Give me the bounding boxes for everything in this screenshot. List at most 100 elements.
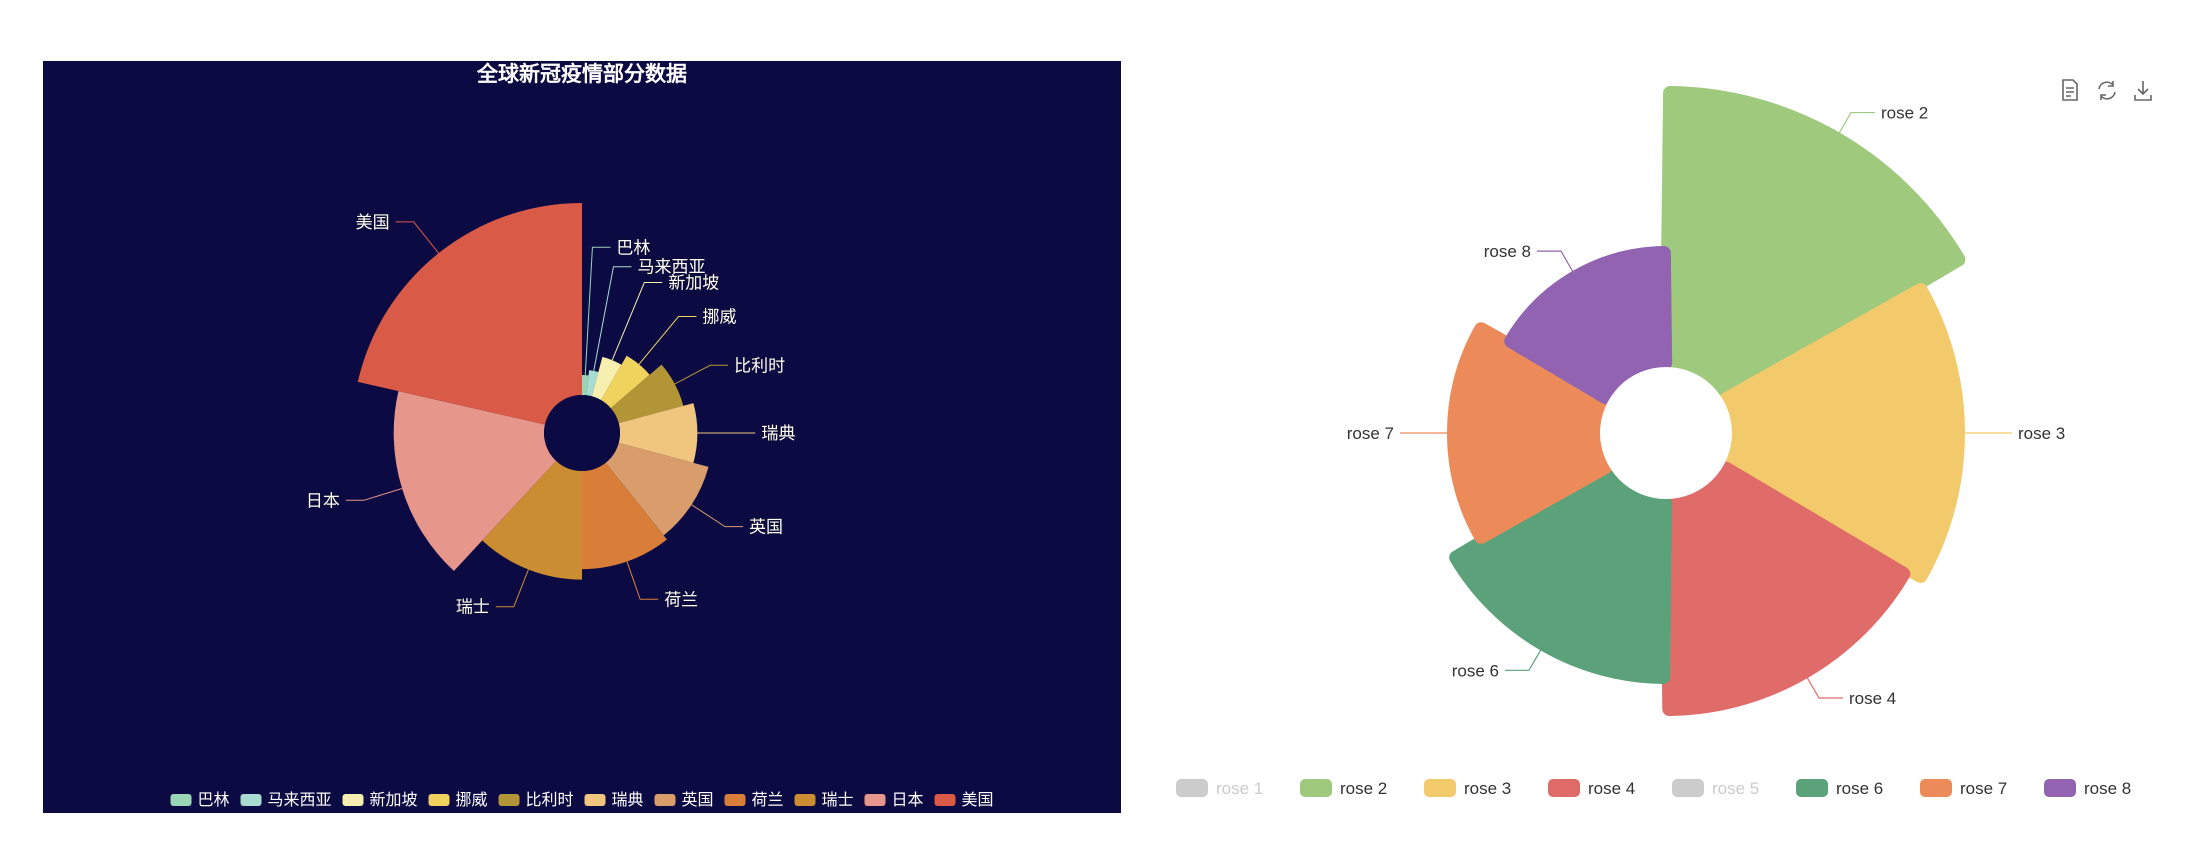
save-image-icon[interactable] (2134, 81, 2152, 101)
slice-1[interactable] (586, 370, 599, 397)
label-line-9 (345, 488, 403, 501)
slice-4[interactable] (610, 364, 684, 424)
legend-item-7[interactable]: 荷兰 (724, 791, 784, 809)
label-line-5 (1505, 644, 1545, 671)
rose-chart: rose 2 rose 3 rose 4 rose 6 rose 7 rose 8 rose… (1160, 61, 2186, 821)
slice-label-6: 英国 (749, 518, 783, 537)
legend-swatch (1176, 779, 1208, 797)
legend-item-2[interactable]: rose 3 (1424, 779, 1511, 798)
legend-label: rose 2 (1340, 779, 1387, 798)
label-line-1 (1835, 111, 1875, 139)
legend-swatch (1672, 779, 1704, 797)
legend-label: 英国 (682, 791, 714, 809)
slice-0[interactable] (582, 375, 589, 396)
legend-label: 日本 (892, 791, 924, 809)
label-line-6 (691, 504, 744, 528)
legend-item-5[interactable]: 瑞典 (584, 791, 644, 809)
legend: 巴林 马来西亚 新加坡 挪威 比利时 瑞典 英国 荷兰 瑞士 日本 美国 (170, 791, 994, 809)
legend-item-6[interactable]: 英国 (654, 791, 714, 809)
legend-swatch (2044, 779, 2076, 797)
legend-item-2[interactable]: 新加坡 (342, 791, 418, 809)
legend-label: rose 3 (1464, 779, 1511, 798)
legend-item-3[interactable]: rose 4 (1548, 779, 1635, 798)
legend-swatch (1548, 779, 1580, 797)
slice-7[interactable] (582, 462, 667, 570)
legend-label: rose 1 (1216, 779, 1263, 798)
slice-label-8: 瑞士 (456, 598, 490, 617)
legend-label: 瑞典 (612, 791, 644, 809)
legend-item-5[interactable]: rose 6 (1796, 779, 1883, 798)
legend-label: rose 8 (2084, 779, 2131, 798)
label-line-0 (584, 246, 611, 376)
label-line-2 (611, 282, 663, 361)
chart-title: 全球新冠疫情部分数据 (476, 62, 687, 86)
legend-label: rose 5 (1712, 779, 1759, 798)
slice-3[interactable] (601, 355, 650, 409)
legend-label: 马来西亚 (268, 791, 332, 809)
slice-7[interactable] (1504, 246, 1673, 405)
data-view-icon[interactable] (2062, 79, 2078, 101)
label-line-10 (395, 221, 439, 254)
legend-label: 挪威 (456, 791, 488, 809)
legend-swatch (428, 794, 450, 806)
label-line-3 (638, 316, 697, 365)
slice-3[interactable] (1659, 461, 1911, 716)
covid-rose-chart-svg: 全球新冠疫情部分数据 巴林马来西亚新加坡挪威比利时瑞典英国荷兰瑞士日本美国巴林马… (170, 62, 994, 809)
legend-swatch (170, 794, 192, 806)
label-line-3 (1803, 671, 1843, 699)
slice-label-9: 日本 (306, 491, 340, 510)
legend-item-4[interactable]: 比利时 (498, 791, 574, 809)
legend-item-0[interactable]: rose 1 (1176, 779, 1263, 798)
legend-item-1[interactable]: rose 2 (1300, 779, 1387, 798)
legend-label: rose 6 (1836, 779, 1883, 798)
slice-5[interactable] (618, 403, 698, 463)
legend-swatch (1424, 779, 1456, 797)
slice-8[interactable] (482, 460, 582, 580)
slice-9[interactable] (393, 391, 557, 572)
slice-label-3: 挪威 (703, 308, 737, 327)
slice-label-7: rose 8 (1484, 242, 1531, 261)
slice-label-1: rose 2 (1881, 104, 1928, 123)
slice-2[interactable] (591, 356, 622, 401)
center-hole (544, 395, 620, 471)
legend-item-7[interactable]: rose 8 (2044, 779, 2131, 798)
slice-label-2: 新加坡 (668, 274, 719, 293)
center-hole (1600, 367, 1732, 499)
label-line-7 (626, 561, 659, 600)
covid-rose-chart: 全球新冠疫情部分数据 巴林 马来西亚 新加坡 挪威 比利时 瑞典 英国 荷兰 瑞士 日本 美国 巴林马… (43, 61, 1121, 813)
legend-swatch (1920, 779, 1952, 797)
slice-label-5: rose 6 (1452, 661, 1499, 680)
legend-item-10[interactable]: 美国 (934, 791, 994, 809)
slice-labels: rose 2 rose 3 rose 4 rose 6 rose 7 rose 8 (1347, 104, 2066, 708)
slice-6[interactable] (605, 442, 709, 536)
legend-item-3[interactable]: 挪威 (428, 791, 488, 809)
legend-swatch (934, 794, 956, 806)
legend-swatch (724, 794, 746, 806)
legend-item-0[interactable]: 巴林 (170, 791, 230, 809)
slice-1[interactable] (1659, 86, 1966, 405)
legend-label: rose 4 (1588, 779, 1635, 798)
legend-label: 比利时 (526, 791, 574, 809)
restore-icon[interactable] (2098, 81, 2116, 100)
legend-swatch (654, 794, 676, 806)
label-line-1 (593, 266, 632, 371)
legend-item-4[interactable]: rose 5 (1672, 779, 1759, 798)
legend-swatch (864, 794, 886, 806)
slice-label-5: 瑞典 (761, 424, 795, 443)
slice-5[interactable] (1449, 461, 1673, 684)
legend-swatch (1300, 779, 1332, 797)
legend-item-9[interactable]: 日本 (864, 791, 924, 809)
legend-label: 荷兰 (752, 791, 784, 809)
legend-item-1[interactable]: 马来西亚 (240, 791, 332, 809)
slice-10[interactable] (357, 203, 582, 425)
legend-swatch (342, 794, 364, 806)
legend-swatch (498, 794, 520, 806)
legend-swatch (1796, 779, 1828, 797)
legend-label: 美国 (962, 791, 994, 809)
legend-item-6[interactable]: rose 7 (1920, 779, 2007, 798)
slice-label-0: 巴林 (616, 238, 650, 257)
legend-item-8[interactable]: 瑞士 (794, 791, 854, 809)
slice-2[interactable] (1720, 283, 1965, 583)
legend-label: rose 7 (1960, 779, 2007, 798)
